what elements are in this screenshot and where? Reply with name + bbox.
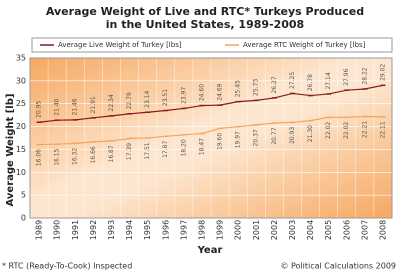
data-label: 17.51 bbox=[144, 142, 151, 159]
x-tick-label: 2004 bbox=[306, 220, 315, 240]
chart-title: in the United States, 1989-2008 bbox=[106, 18, 304, 31]
y-tick-label: 15 bbox=[16, 145, 26, 154]
x-tick-label: 2005 bbox=[324, 220, 333, 240]
x-tick-label: 1994 bbox=[125, 220, 134, 240]
data-label: 23.97 bbox=[180, 87, 187, 104]
data-label: 22.34 bbox=[108, 94, 115, 111]
data-label: 23.14 bbox=[144, 90, 151, 107]
data-label: 26.27 bbox=[271, 76, 278, 93]
chart-title: Average Weight of Live and RTC* Turkeys … bbox=[46, 5, 364, 18]
data-label: 16.66 bbox=[90, 146, 97, 163]
data-label: 16.06 bbox=[36, 149, 43, 166]
data-label: 17.39 bbox=[126, 143, 133, 160]
x-tick-label: 2006 bbox=[342, 220, 351, 240]
legend bbox=[31, 37, 393, 53]
x-tick-label: 1991 bbox=[71, 220, 80, 240]
data-label: 20.93 bbox=[289, 127, 296, 144]
y-tick-label: 5 bbox=[21, 191, 26, 200]
data-label: 22.11 bbox=[379, 121, 386, 138]
credit: © Political Calculations 2009 bbox=[280, 262, 396, 271]
data-label: 21.46 bbox=[72, 98, 79, 115]
data-label: 21.30 bbox=[307, 125, 314, 142]
data-label: 20.95 bbox=[36, 100, 43, 117]
data-label: 21.91 bbox=[90, 96, 97, 113]
legend-label: Average Live Weight of Turkey [lbs] bbox=[58, 41, 182, 49]
x-tick-label: 1989 bbox=[35, 220, 44, 240]
x-tick-label: 1992 bbox=[89, 220, 98, 240]
data-label: 17.87 bbox=[162, 141, 169, 158]
data-label: 22.02 bbox=[343, 122, 350, 139]
x-tick-label: 1990 bbox=[53, 220, 62, 240]
footnote: * RTC (Ready-To-Cook) Inspected bbox=[2, 262, 132, 271]
data-label: 20.37 bbox=[253, 129, 260, 146]
x-tick-label: 2007 bbox=[360, 220, 369, 240]
x-tick-label: 1999 bbox=[216, 220, 225, 240]
data-label: 22.79 bbox=[126, 92, 133, 109]
data-label: 25.73 bbox=[253, 79, 260, 96]
data-label: 27.96 bbox=[343, 68, 350, 85]
y-tick-label: 0 bbox=[21, 214, 26, 223]
x-tick-label: 2008 bbox=[378, 220, 387, 240]
data-label: 18.47 bbox=[198, 138, 205, 155]
x-tick-label: 2001 bbox=[252, 220, 261, 240]
plot-frame bbox=[29, 57, 393, 219]
line bbox=[38, 84, 384, 123]
data-label: 22.21 bbox=[361, 121, 368, 138]
y-tick-label: 30 bbox=[16, 76, 26, 85]
x-tick-label: 2000 bbox=[234, 220, 243, 240]
data-label: 18.20 bbox=[180, 139, 187, 156]
data-label: 24.60 bbox=[198, 84, 205, 101]
data-label: 20.77 bbox=[271, 127, 278, 144]
data-label: 16.87 bbox=[108, 145, 115, 162]
data-label: 25.45 bbox=[235, 80, 242, 97]
data-label: 19.60 bbox=[217, 133, 224, 150]
y-tick-label: 35 bbox=[16, 54, 26, 63]
y-axis-label: Average Weight [lb] bbox=[5, 94, 16, 207]
data-label: 23.51 bbox=[162, 89, 169, 106]
data-label: 19.97 bbox=[235, 131, 242, 148]
x-tick-label: 1998 bbox=[197, 220, 206, 240]
x-axis-label: Year bbox=[197, 245, 223, 256]
x-tick-label: 1997 bbox=[179, 220, 188, 240]
data-label: 16.32 bbox=[72, 148, 79, 165]
data-label: 24.69 bbox=[217, 83, 224, 100]
data-label: 29.02 bbox=[379, 64, 386, 81]
x-tick-label: 1995 bbox=[143, 220, 152, 240]
x-tick-label: 1996 bbox=[161, 220, 170, 240]
y-tick-label: 20 bbox=[16, 122, 26, 131]
y-tick-label: 10 bbox=[16, 168, 26, 177]
data-label: 22.02 bbox=[325, 122, 332, 139]
x-tick-label: 1993 bbox=[107, 220, 116, 240]
data-label: 28.22 bbox=[361, 67, 368, 84]
y-tick-label: 25 bbox=[16, 99, 26, 108]
legend-label: Average RTC Weight of Turkey [lbs] bbox=[243, 41, 366, 49]
data-label: 16.15 bbox=[54, 148, 61, 165]
data-label: 26.78 bbox=[307, 74, 314, 91]
data-label: 27.14 bbox=[325, 72, 332, 89]
x-tick-label: 2003 bbox=[288, 220, 297, 240]
data-label: 21.40 bbox=[54, 98, 61, 115]
data-label: 27.25 bbox=[289, 72, 296, 89]
line bbox=[39, 115, 383, 146]
x-tick-label: 2002 bbox=[270, 220, 279, 240]
